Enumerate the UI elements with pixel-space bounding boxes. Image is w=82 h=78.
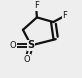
Text: S: S bbox=[28, 40, 35, 50]
Text: F: F bbox=[62, 11, 67, 20]
Text: O: O bbox=[24, 55, 30, 64]
Text: F: F bbox=[34, 1, 39, 10]
Text: O: O bbox=[10, 41, 16, 50]
